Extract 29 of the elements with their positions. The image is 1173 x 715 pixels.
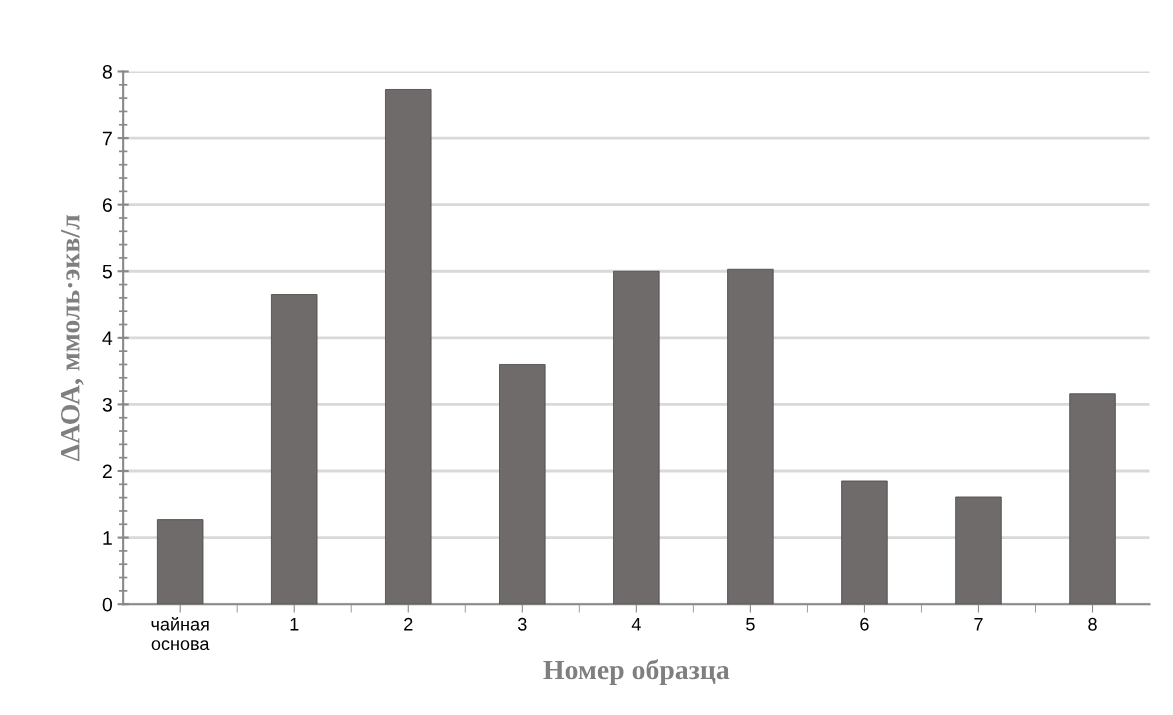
x-tick-label: чайная основа <box>151 617 210 651</box>
y-tick-label: 8 <box>102 64 112 79</box>
x-tick-label: 1 <box>290 618 299 631</box>
bar <box>156 519 204 605</box>
bar <box>955 496 1002 605</box>
y-tick-label: 5 <box>102 264 112 279</box>
y-tick-label: 1 <box>103 531 112 545</box>
y-tick-label: 0 <box>102 597 112 612</box>
x-tick-label: 7 <box>974 618 983 631</box>
y-axis-title: ΔАОА, ммоль·экв/л <box>60 215 84 461</box>
x-axis-title: Номер образца <box>543 659 730 685</box>
bar <box>1069 393 1116 605</box>
y-tick-label: 7 <box>102 131 112 146</box>
y-tick-label: 3 <box>102 397 112 412</box>
bar <box>841 480 888 605</box>
y-tick-label: 4 <box>102 331 113 345</box>
x-tick-label: 8 <box>1088 617 1097 631</box>
bar <box>727 268 774 605</box>
bar <box>385 89 432 605</box>
bar <box>499 364 546 605</box>
y-tick-label: 2 <box>102 464 112 479</box>
bar <box>271 294 318 605</box>
x-tick-label: 3 <box>517 617 527 631</box>
bar <box>613 270 660 605</box>
x-tick-label: 6 <box>860 617 869 631</box>
y-tick-label: 6 <box>102 198 112 212</box>
x-tick-label: 5 <box>746 618 755 631</box>
x-tick-label: 2 <box>404 617 413 631</box>
x-tick-label: 4 <box>631 618 641 631</box>
